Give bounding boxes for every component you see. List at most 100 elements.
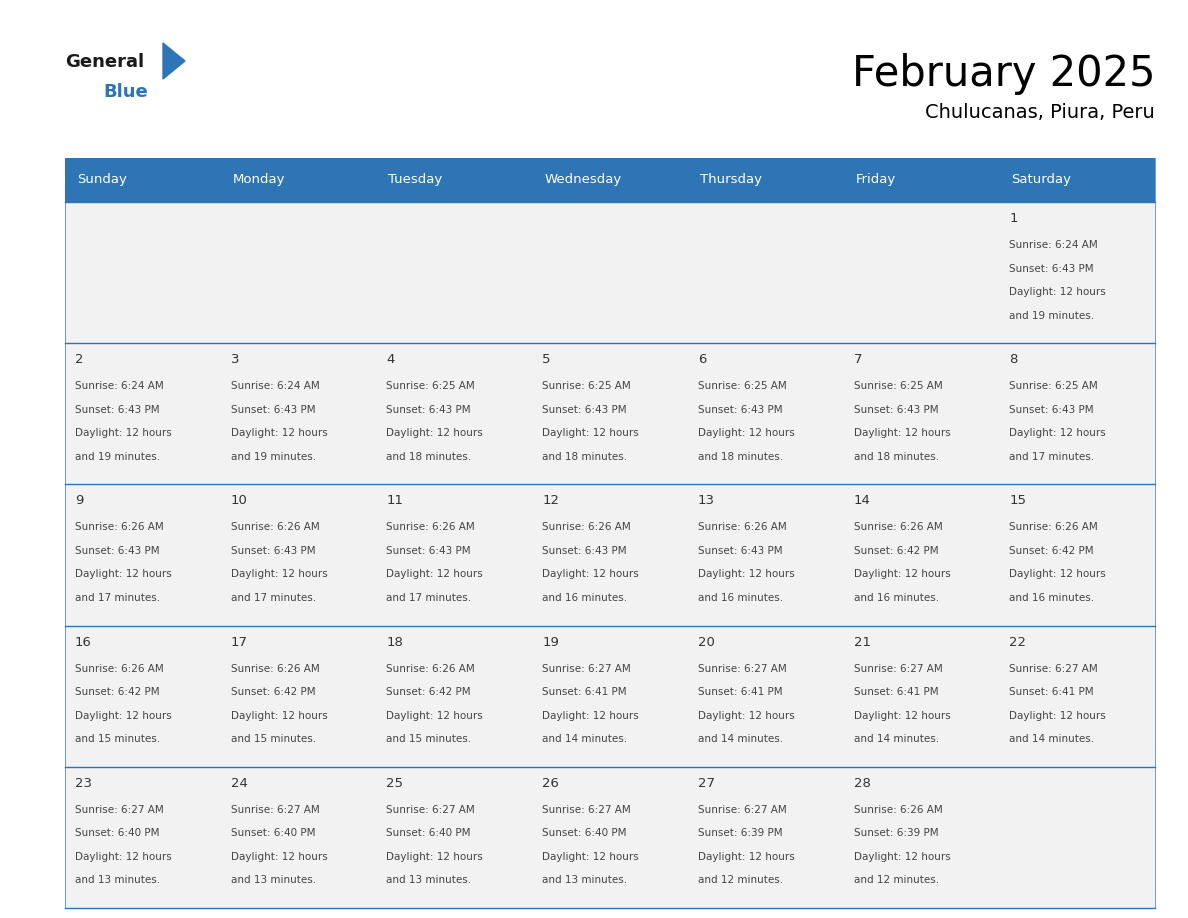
Text: Sunset: 6:40 PM: Sunset: 6:40 PM [542, 828, 626, 838]
Text: Sunset: 6:41 PM: Sunset: 6:41 PM [542, 687, 627, 697]
Text: Sunset: 6:43 PM: Sunset: 6:43 PM [386, 546, 472, 556]
Text: and 13 minutes.: and 13 minutes. [230, 875, 316, 885]
Bar [65, 767, 221, 908]
Bar [532, 202, 688, 343]
Text: Sunset: 6:43 PM: Sunset: 6:43 PM [75, 405, 159, 415]
Text: Daylight: 12 hours: Daylight: 12 hours [853, 569, 950, 579]
Text: Thursday: Thursday [700, 174, 762, 186]
Bar [999, 158, 1155, 202]
Text: Sunrise: 6:26 AM: Sunrise: 6:26 AM [1010, 522, 1098, 532]
Bar [377, 158, 532, 202]
Text: Chulucanas, Piura, Peru: Chulucanas, Piura, Peru [925, 103, 1155, 122]
Bar [221, 158, 377, 202]
Text: and 18 minutes.: and 18 minutes. [386, 452, 472, 462]
Text: Sunrise: 6:24 AM: Sunrise: 6:24 AM [230, 381, 320, 391]
Text: 19: 19 [542, 635, 560, 649]
Text: 27: 27 [697, 777, 715, 789]
Text: Daylight: 12 hours: Daylight: 12 hours [230, 428, 328, 438]
Text: Sunrise: 6:27 AM: Sunrise: 6:27 AM [75, 805, 164, 815]
Text: and 16 minutes.: and 16 minutes. [542, 593, 627, 603]
Text: Sunset: 6:42 PM: Sunset: 6:42 PM [75, 687, 159, 697]
Text: Sunrise: 6:26 AM: Sunrise: 6:26 AM [75, 522, 164, 532]
Text: Daylight: 12 hours: Daylight: 12 hours [386, 569, 484, 579]
Text: Daylight: 12 hours: Daylight: 12 hours [386, 711, 484, 721]
Text: Sunset: 6:42 PM: Sunset: 6:42 PM [386, 687, 472, 697]
Text: Daylight: 12 hours: Daylight: 12 hours [697, 569, 795, 579]
Text: Daylight: 12 hours: Daylight: 12 hours [75, 428, 172, 438]
Text: and 14 minutes.: and 14 minutes. [1010, 734, 1094, 744]
Text: Sunset: 6:40 PM: Sunset: 6:40 PM [230, 828, 315, 838]
Text: Daylight: 12 hours: Daylight: 12 hours [386, 852, 484, 862]
Text: and 12 minutes.: and 12 minutes. [697, 875, 783, 885]
Text: Daylight: 12 hours: Daylight: 12 hours [542, 711, 639, 721]
Text: and 13 minutes.: and 13 minutes. [75, 875, 160, 885]
Text: Daylight: 12 hours: Daylight: 12 hours [853, 428, 950, 438]
Text: Sunrise: 6:26 AM: Sunrise: 6:26 AM [853, 522, 942, 532]
Text: Daylight: 12 hours: Daylight: 12 hours [542, 428, 639, 438]
Text: Sunrise: 6:25 AM: Sunrise: 6:25 AM [697, 381, 786, 391]
Polygon shape [163, 43, 185, 79]
Bar [65, 158, 221, 202]
Text: 10: 10 [230, 495, 247, 508]
Bar [65, 485, 221, 625]
Text: Sunset: 6:43 PM: Sunset: 6:43 PM [697, 405, 783, 415]
Text: 11: 11 [386, 495, 404, 508]
Bar [532, 767, 688, 908]
Text: Sunrise: 6:27 AM: Sunrise: 6:27 AM [853, 664, 942, 674]
Text: Sunset: 6:40 PM: Sunset: 6:40 PM [75, 828, 159, 838]
Text: Sunset: 6:41 PM: Sunset: 6:41 PM [697, 687, 783, 697]
Bar [532, 343, 688, 485]
Text: Daylight: 12 hours: Daylight: 12 hours [697, 428, 795, 438]
Text: 26: 26 [542, 777, 560, 789]
Text: Daylight: 12 hours: Daylight: 12 hours [75, 852, 172, 862]
Text: Daylight: 12 hours: Daylight: 12 hours [230, 569, 328, 579]
Bar [999, 625, 1155, 767]
Bar [221, 343, 377, 485]
Text: Sunset: 6:43 PM: Sunset: 6:43 PM [230, 405, 315, 415]
Text: Daylight: 12 hours: Daylight: 12 hours [853, 711, 950, 721]
Text: Daylight: 12 hours: Daylight: 12 hours [697, 852, 795, 862]
Bar [688, 158, 843, 202]
Text: Daylight: 12 hours: Daylight: 12 hours [1010, 428, 1106, 438]
Bar [843, 343, 999, 485]
Text: Wednesday: Wednesday [544, 174, 621, 186]
Text: and 19 minutes.: and 19 minutes. [75, 452, 160, 462]
Bar [688, 625, 843, 767]
Text: Sunrise: 6:27 AM: Sunrise: 6:27 AM [542, 664, 631, 674]
Text: and 16 minutes.: and 16 minutes. [1010, 593, 1094, 603]
Text: Sunrise: 6:27 AM: Sunrise: 6:27 AM [386, 805, 475, 815]
Text: Sunrise: 6:26 AM: Sunrise: 6:26 AM [230, 664, 320, 674]
Text: Sunrise: 6:25 AM: Sunrise: 6:25 AM [542, 381, 631, 391]
Text: Sunrise: 6:26 AM: Sunrise: 6:26 AM [75, 664, 164, 674]
Bar [999, 343, 1155, 485]
Text: Daylight: 12 hours: Daylight: 12 hours [75, 569, 172, 579]
Text: and 15 minutes.: and 15 minutes. [75, 734, 160, 744]
Text: 18: 18 [386, 635, 403, 649]
Text: Monday: Monday [233, 174, 285, 186]
Text: Sunset: 6:43 PM: Sunset: 6:43 PM [230, 546, 315, 556]
Text: and 18 minutes.: and 18 minutes. [853, 452, 939, 462]
Text: 3: 3 [230, 353, 239, 366]
Text: 7: 7 [853, 353, 862, 366]
Text: and 19 minutes.: and 19 minutes. [230, 452, 316, 462]
Text: 23: 23 [75, 777, 91, 789]
Text: Sunrise: 6:26 AM: Sunrise: 6:26 AM [230, 522, 320, 532]
Bar [532, 485, 688, 625]
Text: Sunset: 6:41 PM: Sunset: 6:41 PM [853, 687, 939, 697]
Text: 9: 9 [75, 495, 83, 508]
Bar [377, 625, 532, 767]
Text: Blue: Blue [103, 83, 147, 101]
Bar [65, 625, 221, 767]
Bar [843, 767, 999, 908]
Text: and 12 minutes.: and 12 minutes. [853, 875, 939, 885]
Bar [532, 625, 688, 767]
Text: Daylight: 12 hours: Daylight: 12 hours [386, 428, 484, 438]
Text: Sunset: 6:43 PM: Sunset: 6:43 PM [542, 405, 627, 415]
Text: 25: 25 [386, 777, 404, 789]
Text: 16: 16 [75, 635, 91, 649]
Text: 2: 2 [75, 353, 83, 366]
Text: Sunset: 6:43 PM: Sunset: 6:43 PM [853, 405, 939, 415]
Text: Daylight: 12 hours: Daylight: 12 hours [230, 711, 328, 721]
Text: Daylight: 12 hours: Daylight: 12 hours [1010, 711, 1106, 721]
Text: Sunrise: 6:27 AM: Sunrise: 6:27 AM [697, 805, 786, 815]
